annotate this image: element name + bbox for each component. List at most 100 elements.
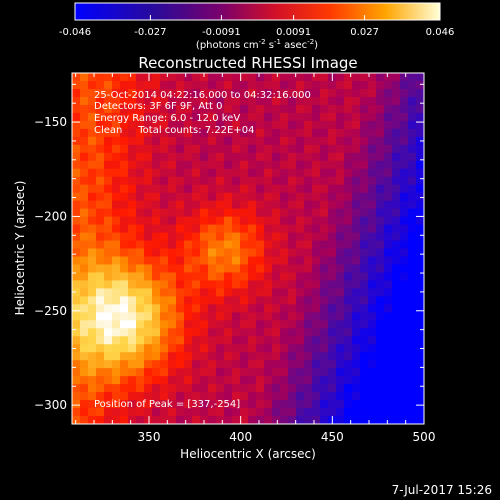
- heatmap-cell: [360, 360, 369, 369]
- heatmap-cell: [136, 248, 145, 258]
- heatmap-cell: [368, 408, 377, 417]
- heatmap-cell: [240, 160, 249, 170]
- heatmap-cell: [376, 216, 385, 226]
- heatmap-cell: [144, 176, 153, 186]
- heatmap-cell: [256, 416, 265, 424]
- heatmap-cell: [408, 104, 417, 114]
- heatmap-cell: [240, 320, 249, 329]
- heatmap-cell: [392, 368, 401, 377]
- heatmap-cell: [72, 104, 81, 114]
- heatmap-cell: [328, 128, 337, 138]
- heatmap-cell: [400, 368, 409, 377]
- heatmap-cell: [80, 192, 89, 202]
- heatmap-cell: [144, 248, 153, 258]
- heatmap-cell: [152, 248, 161, 258]
- heatmap-cell: [384, 88, 393, 98]
- heatmap-cell: [232, 88, 241, 98]
- heatmap-cell: [344, 376, 353, 385]
- heatmap-cell: [192, 304, 201, 313]
- heatmap-cell: [288, 256, 297, 266]
- heatmap-cell: [408, 216, 417, 226]
- heatmap-cell: [160, 392, 169, 401]
- heatmap-cell: [392, 248, 401, 258]
- heatmap-cell: [144, 216, 153, 226]
- heatmap-cell: [152, 96, 161, 106]
- heatmap-cell: [184, 73, 193, 82]
- heatmap-cell: [368, 360, 377, 369]
- heatmap-cell: [128, 320, 137, 329]
- heatmap-cell: [152, 272, 161, 282]
- heatmap-cell: [80, 144, 89, 154]
- heatmap-cell: [152, 224, 161, 234]
- heatmap-cell: [216, 120, 225, 130]
- heatmap-cell: [320, 400, 329, 409]
- heatmap-cell: [128, 200, 137, 210]
- heatmap-cell: [288, 112, 297, 122]
- heatmap-cell: [128, 296, 137, 305]
- heatmap-cell: [312, 216, 321, 226]
- heatmap-cell: [184, 360, 193, 369]
- heatmap-cell: [240, 128, 249, 138]
- heatmap-cell: [408, 392, 417, 401]
- heatmap-cell: [248, 216, 257, 226]
- heatmap-cell: [128, 144, 137, 154]
- heatmap-cell: [112, 296, 121, 305]
- heatmap-cell: [248, 104, 257, 114]
- heatmap-cell: [72, 304, 81, 313]
- heatmap-cell: [352, 112, 361, 122]
- heatmap-cell: [360, 256, 369, 266]
- heatmap-cell: [192, 256, 201, 266]
- heatmap-cell: [88, 280, 97, 289]
- heatmap-cell: [104, 160, 113, 170]
- heatmap-cell: [328, 96, 337, 106]
- heatmap-cell: [96, 240, 105, 250]
- y-tick-label: −250: [34, 304, 67, 318]
- heatmap-cell: [248, 392, 257, 401]
- heatmap-cell: [248, 144, 257, 154]
- heatmap-cell: [368, 304, 377, 313]
- heatmap-cell: [72, 216, 81, 226]
- heatmap-cell: [336, 192, 345, 202]
- heatmap-cell: [224, 168, 233, 178]
- heatmap-cell: [176, 352, 185, 361]
- heatmap-cell: [408, 168, 417, 178]
- heatmap-cell: [224, 232, 233, 242]
- heatmap-cell: [160, 96, 169, 106]
- heatmap-cell: [232, 368, 241, 377]
- heatmap-cell: [368, 240, 377, 250]
- heatmap-cell: [232, 336, 241, 345]
- heatmap-cell: [328, 200, 337, 210]
- heatmap-cell: [160, 280, 169, 289]
- heatmap-cell: [224, 360, 233, 369]
- heatmap-cell: [400, 128, 409, 138]
- heatmap-cell: [152, 416, 161, 424]
- heatmap-cell: [400, 88, 409, 98]
- heatmap-cell: [136, 256, 145, 266]
- heatmap-cell: [248, 256, 257, 266]
- heatmap-cell: [104, 312, 113, 321]
- heatmap-cell: [96, 136, 105, 146]
- heatmap-cell: [80, 400, 89, 409]
- heatmap-cell: [104, 73, 113, 82]
- heatmap-cell: [296, 296, 305, 305]
- heatmap-cell: [192, 136, 201, 146]
- heatmap-cell: [168, 208, 177, 218]
- date-stamp: 7-Jul-2017 15:26: [392, 483, 492, 497]
- heatmap-cell: [120, 136, 129, 146]
- heatmap-cell: [344, 128, 353, 138]
- heatmap-cell: [368, 80, 377, 90]
- heatmap-cell: [320, 136, 329, 146]
- heatmap-cell: [336, 400, 345, 409]
- heatmap-cell: [416, 376, 424, 385]
- heatmap-cell: [128, 392, 137, 401]
- heatmap-cell: [104, 272, 113, 282]
- heatmap-cell: [272, 240, 281, 250]
- heatmap-cell: [376, 408, 385, 417]
- heatmap-cell: [312, 280, 321, 289]
- heatmap-cell: [336, 168, 345, 178]
- heatmap-cell: [144, 280, 153, 289]
- heatmap-cell: [152, 232, 161, 242]
- heatmap-cell: [312, 240, 321, 250]
- heatmap-cell: [376, 384, 385, 393]
- heatmap-cell: [280, 368, 289, 377]
